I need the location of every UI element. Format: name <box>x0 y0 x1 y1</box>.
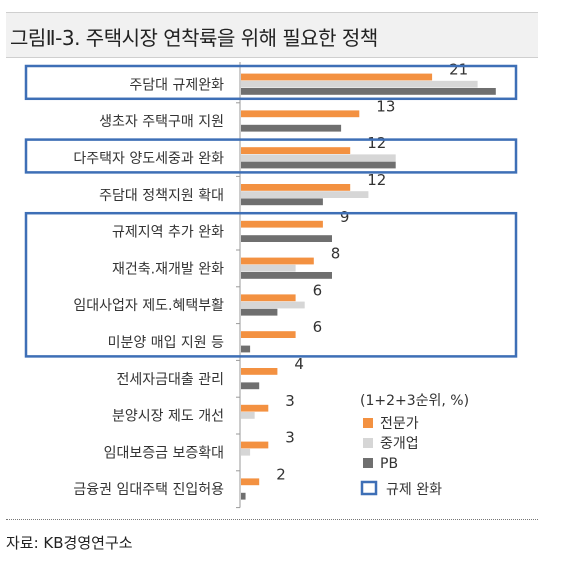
bar-expert <box>241 184 351 191</box>
bar-expert <box>241 441 269 449</box>
bar-agent <box>241 301 305 309</box>
legend-title: (1+2+3순위, %) <box>360 393 469 409</box>
category-label: 전세자금대출 관리 <box>117 372 225 388</box>
bar-pb <box>241 382 260 390</box>
highlight-box <box>24 138 518 174</box>
bar-expert <box>241 368 278 375</box>
bar-agent <box>241 80 478 88</box>
data-label: 12 <box>367 134 386 152</box>
highlight-box <box>24 64 518 101</box>
bar-pb <box>241 198 323 206</box>
data-label: 21 <box>449 61 468 79</box>
data-label: 2 <box>276 465 286 483</box>
bar-expert <box>241 257 314 265</box>
footer-divider <box>6 519 538 520</box>
data-label: 9 <box>340 208 350 226</box>
category-label: 임대사업자 제도.혜택부활 <box>73 298 224 314</box>
data-label: 3 <box>285 429 295 447</box>
legend-highlight-swatch <box>360 480 378 496</box>
data-label: 6 <box>313 318 323 336</box>
bar-expert <box>241 294 296 302</box>
page-title: 그림Ⅱ-3. 주택시장 연착륙을 위해 필요한 정책 <box>10 26 378 50</box>
legend-highlight-label: 규제 완화 <box>386 482 442 498</box>
category-label: 생초자 주택구매 지원 <box>99 114 224 130</box>
bar-expert <box>241 331 296 338</box>
category-label: 다주택자 양도세중과 완화 <box>73 151 224 167</box>
bar-pb <box>241 345 251 353</box>
data-label: 3 <box>285 392 295 410</box>
legend-swatch <box>363 438 373 448</box>
bar-pb <box>241 235 332 242</box>
legend-item: 중개업 <box>380 436 419 452</box>
bar-expert <box>241 110 360 118</box>
legend-item: 전문가 <box>380 416 419 432</box>
category-label: 임대보증금 보증확대 <box>104 445 224 461</box>
bar-agent <box>241 264 296 272</box>
bar-expert <box>241 478 260 486</box>
category-label: 규제지역 추가 완화 <box>112 225 224 241</box>
bar-expert <box>241 73 433 81</box>
data-label: 4 <box>294 355 304 373</box>
bar-agent <box>241 448 251 456</box>
bar-pb <box>241 161 396 169</box>
category-label: 미분양 매입 지원 등 <box>108 335 225 351</box>
bar-pb <box>241 492 246 500</box>
bar-pb <box>241 272 332 279</box>
data-label: 12 <box>367 171 386 189</box>
category-label: 분양시장 제도 개선 <box>112 409 224 425</box>
bar-expert <box>241 220 323 228</box>
bar-expert <box>241 404 269 412</box>
source-note: 자료: KB경영연구소 <box>6 534 133 552</box>
bar-pb <box>241 308 278 316</box>
bar-pb <box>241 88 496 95</box>
category-label: 재건축.재개발 완화 <box>112 261 224 277</box>
data-label: 13 <box>376 97 395 115</box>
highlight-box <box>24 211 518 358</box>
bar-agent <box>241 191 369 198</box>
data-label: 6 <box>313 281 323 299</box>
category-label: 주담대 정책지원 확대 <box>99 188 224 204</box>
bar-expert <box>241 147 351 154</box>
title-bar: 그림Ⅱ-3. 주택시장 연착륙을 위해 필요한 정책 <box>6 12 538 58</box>
legend-item: PB <box>380 456 398 472</box>
bar-agent <box>241 154 396 162</box>
category-label: 금융권 임대주택 진입허용 <box>73 482 224 498</box>
bar-pb <box>241 124 342 132</box>
bar-agent <box>241 412 255 419</box>
legend-swatch <box>363 458 373 468</box>
legend-swatch <box>363 418 373 428</box>
data-label: 8 <box>331 245 341 263</box>
category-label: 주담대 규제완화 <box>129 77 224 93</box>
